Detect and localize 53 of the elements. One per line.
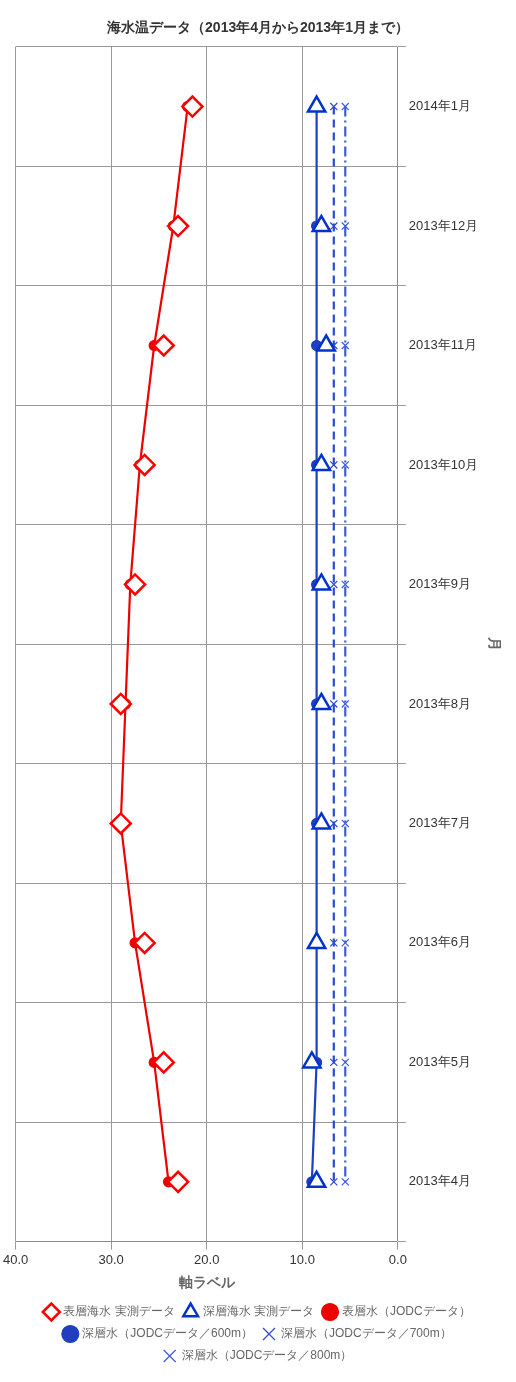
x-tick-label: 40.0 [2, 1251, 29, 1267]
point [329, 1058, 338, 1067]
point [329, 699, 338, 709]
point [181, 95, 204, 118]
y-tick-label: 2013年4月 [408, 1173, 471, 1189]
point [329, 819, 338, 828]
legend-label: 深層水（JODCデータ／600m） [82, 1326, 253, 1341]
point [341, 938, 350, 948]
y-tick-label: 2013年6月 [408, 934, 471, 950]
chart-title: 海水温データ（2013年4月から2013年1月まで） [106, 19, 409, 36]
y-tick-label: 2014年1月 [408, 98, 471, 114]
legend-label: 深層海水 実測データ [202, 1304, 315, 1319]
x-tick-label: 30.0 [98, 1251, 124, 1267]
point [329, 221, 338, 231]
point [341, 580, 350, 589]
x-tick-label: 0.0 [388, 1251, 407, 1267]
point [329, 938, 338, 948]
point [341, 341, 350, 350]
point [109, 812, 132, 835]
point [329, 460, 338, 470]
y-tick-label: 2013年5月 [408, 1053, 471, 1069]
point [133, 931, 156, 955]
y-tick-label: 2013年9月 [408, 576, 471, 592]
point [341, 221, 350, 231]
point [329, 1177, 338, 1186]
point [152, 334, 175, 357]
point [341, 460, 350, 470]
x-tick-label: 20.0 [194, 1251, 220, 1267]
y-tick-label: 2013年7月 [408, 815, 471, 830]
legend-label: 深層水（JODCデータ／700m） [281, 1326, 452, 1341]
point [341, 699, 350, 709]
y-tick-label: 2013年10月 [408, 456, 479, 472]
x-axis-title: 軸ラベル [177, 1274, 236, 1291]
legend-label: 表層水（JODCデータ） [342, 1304, 471, 1319]
point [123, 573, 147, 596]
point [152, 1051, 175, 1074]
x-tick-label: 10.0 [289, 1251, 315, 1267]
point [341, 1058, 350, 1067]
point [166, 1170, 190, 1194]
point [341, 819, 350, 828]
point [166, 214, 190, 238]
point [329, 580, 338, 589]
y-axis-title: 月 [486, 636, 503, 652]
point [133, 453, 156, 477]
legend-label: 深層水（JODCデータ／800m） [181, 1348, 353, 1363]
legend-label: 表層海水 実測データ [63, 1304, 175, 1319]
point [341, 1177, 350, 1186]
point [329, 102, 338, 111]
point [109, 692, 132, 716]
y-tick-label: 2013年11月 [408, 337, 478, 353]
point [341, 102, 350, 111]
y-tick-label: 2013年8月 [408, 695, 471, 711]
y-tick-label: 2013年12月 [408, 217, 479, 233]
